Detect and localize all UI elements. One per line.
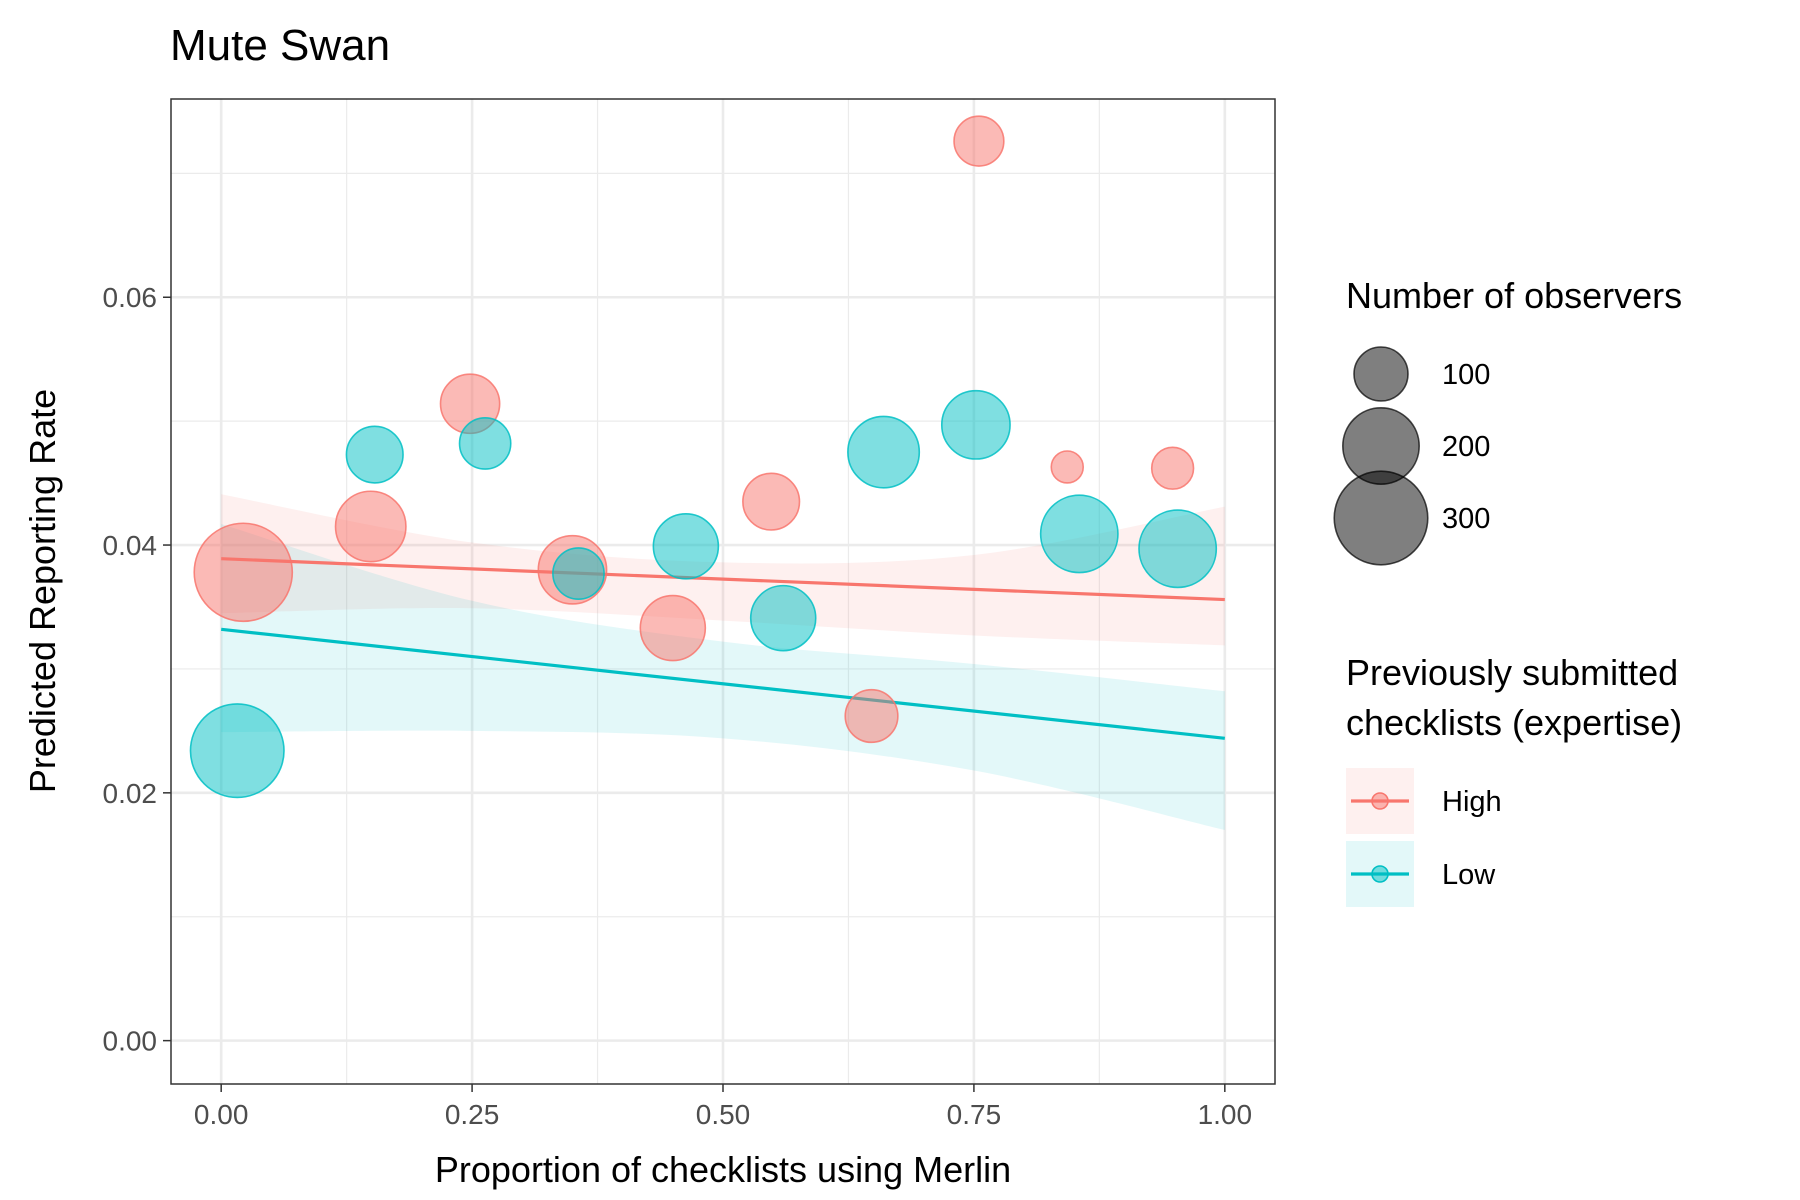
y-axis: 0.00 0.02 0.04 0.06 <box>103 282 171 1057</box>
point-low <box>940 389 1011 460</box>
size-legend-label: 200 <box>1442 431 1490 463</box>
color-legend-key-point-high <box>1371 792 1389 810</box>
size-legend-key <box>1353 346 1409 402</box>
point-low <box>552 547 605 600</box>
confidence-ribbons <box>221 494 1225 831</box>
color-legend-label-high: High <box>1442 786 1502 818</box>
y-tick-label: 0.02 <box>103 778 158 809</box>
color-legend: Previously submitted checklists (experti… <box>1346 652 1682 907</box>
color-legend-key-point-low <box>1371 865 1389 883</box>
point-low <box>652 512 720 580</box>
color-legend-label-low: Low <box>1442 859 1496 891</box>
size-legend: Number of observers 100 200 300 <box>1333 275 1682 566</box>
x-tick-label: 0.50 <box>696 1099 751 1130</box>
chart-title: Mute Swan <box>170 21 390 70</box>
x-tick-label: 1.00 <box>1198 1099 1253 1130</box>
point-high <box>193 522 294 623</box>
fit-lines <box>221 557 1225 740</box>
y-tick-label: 0.04 <box>103 530 158 561</box>
size-legend-key <box>1333 470 1429 566</box>
x-tick-label: 0.25 <box>445 1099 500 1130</box>
x-axis-title: Proportion of checklists using Merlin <box>435 1149 1011 1190</box>
ci-ribbon-high <box>221 494 1225 646</box>
y-axis-title: Predicted Reporting Rate <box>22 389 63 793</box>
grid <box>171 99 1275 1084</box>
x-tick-label: 0.00 <box>194 1099 249 1130</box>
fit-line-low <box>221 627 1225 740</box>
y-tick-label: 0.06 <box>103 282 158 313</box>
point-low <box>1039 494 1119 574</box>
point-high <box>334 490 407 563</box>
point-high <box>1150 446 1195 490</box>
point-high <box>844 688 899 744</box>
size-legend-label: 300 <box>1442 503 1490 535</box>
point-low <box>458 417 512 470</box>
x-axis: 0.00 0.25 0.50 0.75 1.00 <box>194 1084 1252 1130</box>
y-tick-label: 0.00 <box>103 1026 158 1057</box>
fit-line-high <box>221 557 1225 602</box>
point-low <box>345 425 404 484</box>
size-legend-title: Number of observers <box>1346 275 1682 316</box>
point-high <box>953 115 1005 167</box>
ci-ribbon-low <box>221 523 1225 831</box>
point-low <box>847 415 921 489</box>
x-tick-label: 0.75 <box>947 1099 1002 1130</box>
point-low <box>189 703 285 799</box>
point-low <box>749 584 817 652</box>
point-low <box>1138 509 1218 589</box>
plot-panel <box>170 98 1276 1085</box>
size-legend-label: 100 <box>1442 359 1490 391</box>
color-legend-title-line-1: Previously submitted <box>1346 652 1678 693</box>
color-legend-title-line-2: checklists (expertise) <box>1346 702 1682 743</box>
point-high <box>639 594 707 662</box>
point-high <box>742 472 801 531</box>
data-points <box>189 115 1218 799</box>
point-high <box>1050 450 1085 484</box>
